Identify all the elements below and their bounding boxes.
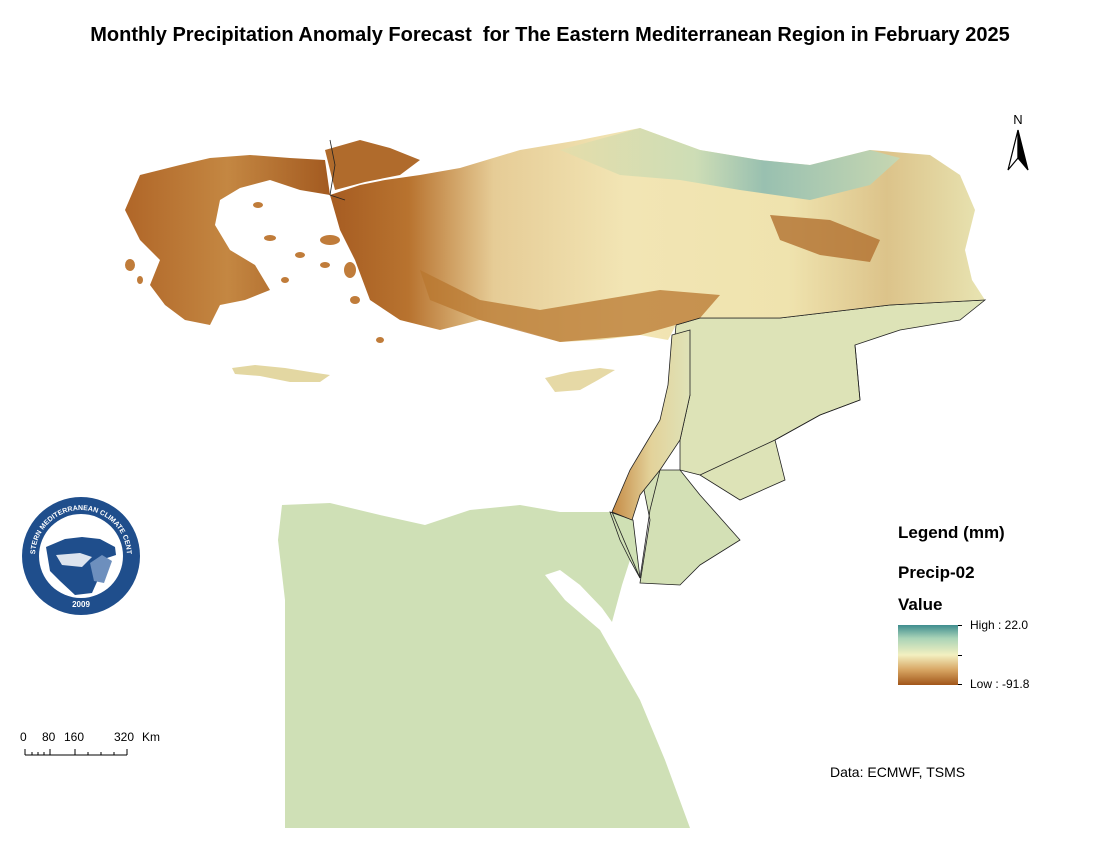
data-credit: Data: ECMWF, TSMS — [830, 764, 966, 780]
legend-tick-mid — [958, 655, 962, 656]
greece — [125, 155, 330, 325]
legend-tick-low — [958, 684, 962, 685]
scale-label-160: 160 — [64, 730, 85, 744]
north-arrow-icon — [1007, 129, 1029, 171]
country-borders — [329, 139, 986, 579]
aegean-islands — [125, 202, 384, 343]
syria-iraq — [671, 299, 987, 501]
legend-field: Precip-02 — [898, 563, 975, 582]
legend-title: Legend (mm) — [898, 523, 1005, 542]
scale-label-0: 0 — [20, 730, 27, 744]
levant-coast — [611, 329, 691, 521]
scale-unit: Km — [142, 730, 160, 744]
north-label: N — [1013, 112, 1023, 127]
scale-label-320: 320 — [114, 730, 135, 744]
scale-label-80: 80 — [42, 730, 56, 744]
scale-bar-ticks — [24, 749, 128, 756]
egypt — [278, 503, 690, 828]
legend-high-label: High : 22.0 — [970, 618, 1029, 632]
north-arrow: N — [1003, 112, 1033, 174]
legend-tick-high — [958, 625, 962, 626]
thrace — [325, 140, 420, 190]
scale-bar: 0 80 160 320 Km — [20, 730, 160, 762]
turkey-north-coast — [560, 128, 900, 200]
emcc-logo: 2009 EASTERN MEDITERRANEAN CLIMATE CENTR… — [17, 490, 142, 617]
cyprus — [545, 368, 615, 392]
east-anatolia-dry-band — [770, 215, 880, 262]
crete — [232, 365, 330, 382]
south-turkey-dry-band — [420, 270, 720, 342]
map-title: Monthly Precipitation Anomaly Forecast f… — [90, 24, 1010, 46]
legend-value-label: Value — [898, 595, 943, 614]
emcc-logo-icon: 2009 EASTERN MEDITERRANEAN CLIMATE CENTR… — [17, 490, 140, 615]
logo-year: 2009 — [72, 600, 90, 609]
legend-low-label: Low : -91.8 — [970, 677, 1030, 691]
legend-color-ramp — [898, 625, 958, 685]
jordan — [639, 469, 741, 586]
